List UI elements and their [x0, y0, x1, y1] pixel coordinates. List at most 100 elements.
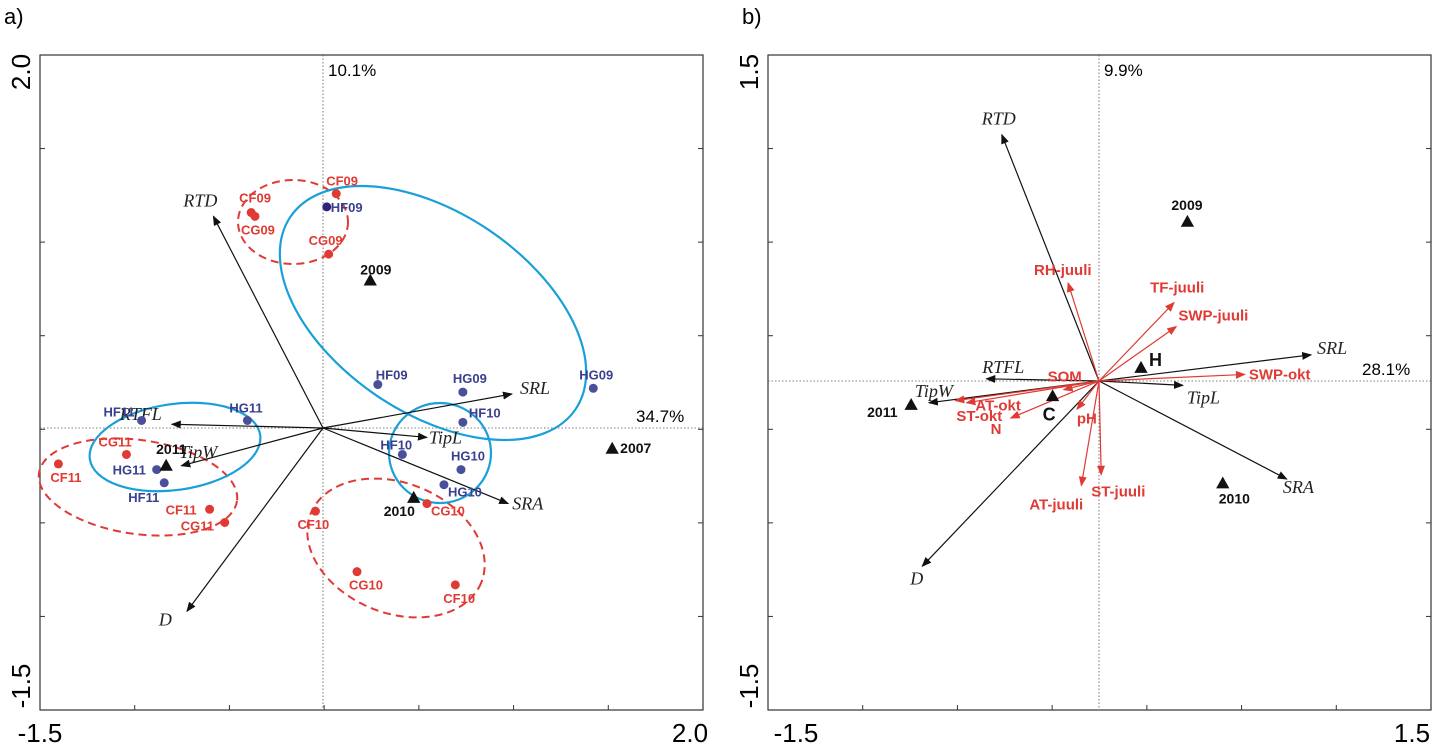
panel-b-marks: RTD SRL RTFL TipW TipL SRA D RH-juuli TF-juuli SW… [768, 109, 1431, 710]
trait-arrow-b-tipl [1098, 380, 1184, 389]
site-point-cf11 [205, 504, 215, 514]
trait-label-b-rtfl: RTFL [981, 357, 1024, 377]
panel-a-ymax-label: 2.0 [6, 54, 36, 90]
site-label-cf10: CF10 [443, 591, 475, 606]
trait-label-b-tipw: TipW [915, 381, 955, 401]
site-point-hg10 [439, 480, 449, 490]
point-marker-h [1134, 360, 1148, 373]
env-label-swp-juuli: SWP-juuli [1178, 308, 1248, 325]
trait-label-b-tipl: TipL [1187, 387, 1220, 407]
site-point-cg10 [352, 567, 362, 577]
site-point-hf11 [159, 478, 169, 488]
trait-arrow-b-rtfl [985, 374, 1100, 383]
trait-label-b-rtd: RTD [981, 109, 1016, 129]
env-arrow-swp-juuli [1098, 325, 1178, 382]
panel-b: b) 9.9% 28.1% -1.5 1.5 1.5 -1.5 [734, 4, 1432, 748]
point-label-2009: 2009 [1171, 197, 1202, 213]
site-label-cf09: CF09 [326, 174, 358, 189]
site-point-cf11 [53, 459, 63, 469]
site-label-hf10: HF10 [469, 405, 501, 420]
year-marker-2011 [159, 458, 173, 471]
year-label-2010: 2010 [384, 503, 415, 519]
ellipse-red-2011 [37, 437, 239, 537]
site-point-hf10 [458, 417, 468, 427]
trait-label-tipl: TipL [429, 427, 462, 447]
site-label-hf10: HF10 [380, 437, 412, 452]
panel-a: a) 10.1% 34.7% -1.5 2.0 2.0 -1.5 [4, 4, 708, 748]
year-marker-2009 [363, 273, 377, 286]
site-point-hg09 [588, 383, 598, 393]
site-point-hf09 [322, 202, 332, 212]
env-label-st-juuli: ST-juuli [1091, 484, 1145, 501]
site-point-hg11 [242, 415, 252, 425]
trait-arrow-sra [322, 427, 510, 505]
env-arrow-swp-okt [1098, 370, 1246, 382]
year-label-2009: 2009 [360, 262, 391, 278]
env-arrow-som [1062, 380, 1100, 392]
trait-arrow-b-rtd [1001, 133, 1100, 382]
trait-arrow-b-srl [1098, 351, 1313, 382]
env-label-swp-okt: SWP-okt [1249, 366, 1311, 383]
point-marker-c [1045, 389, 1060, 402]
env-label-at-okt: AT-okt [975, 398, 1021, 415]
trait-label-b-d: D [909, 568, 923, 588]
site-point-cf09 [331, 189, 341, 199]
trait-label-tipw: TipW [179, 442, 219, 462]
trait-arrow-rtfl [170, 420, 324, 429]
panel-b-xmin-label: -1.5 [774, 718, 819, 748]
site-point-cf10 [310, 506, 320, 516]
site-label-hg11: HG11 [113, 463, 146, 478]
ellipse-blue-2009 [278, 184, 588, 442]
site-label-cg11: CG11 [181, 519, 214, 534]
env-label-rh-juuli: RH-juuli [1034, 262, 1092, 279]
point-label-c: C [1043, 404, 1056, 424]
site-label-cg11: CG11 [98, 434, 131, 449]
site-point-cg11 [220, 518, 230, 527]
env-arrow-st-juuli [1096, 380, 1105, 476]
year-label-2011: 2011 [156, 441, 187, 457]
site-point-hf11 [137, 415, 147, 425]
point-marker-2011 [904, 397, 918, 410]
trait-label-b-srl: SRL [1317, 338, 1347, 358]
site-point-cg10 [422, 499, 432, 509]
site-point-hf10 [397, 449, 407, 459]
trait-arrow-b-sra [1098, 380, 1288, 480]
panel-b-ymax-label: 1.5 [734, 54, 764, 90]
env-arrow-at-juuli [1078, 380, 1100, 487]
trait-label-d: D [158, 609, 172, 629]
site-point-hf09 [373, 380, 383, 390]
site-label-cg09: CG09 [241, 222, 275, 237]
env-arrow-at-okt [954, 380, 1100, 404]
trait-arrow-rtd [212, 215, 324, 429]
point-marker-2009 [1180, 214, 1195, 227]
panel-a-frame [39, 54, 704, 711]
year-label-2007: 2007 [620, 440, 651, 456]
site-label-cg10: CG10 [431, 504, 465, 519]
env-arrow-st-okt [965, 380, 1100, 406]
site-label-cf10: CF10 [297, 517, 329, 532]
env-arrow-ph [1076, 380, 1100, 411]
site-label-cf09: CF09 [239, 191, 271, 206]
trait-arrow-d [186, 427, 324, 613]
site-label-hg11: HG11 [229, 400, 262, 415]
ellipse-red-2009 [237, 179, 349, 265]
panel-b-ymin-label: -1.5 [734, 664, 764, 709]
panel-a-xmin-label: -1.5 [18, 718, 63, 748]
trait-arrow-tipw [180, 427, 324, 468]
site-label-hf09: HF09 [331, 200, 363, 215]
trait-label-rtd: RTD [182, 190, 217, 210]
env-label-n: N [991, 421, 1002, 438]
site-label-hg09: HG09 [453, 371, 487, 386]
panel-b-xmax-label: 1.5 [1394, 718, 1430, 748]
ellipse-blue-2011 [88, 401, 262, 493]
env-label-at-juuli: AT-juuli [1029, 497, 1083, 514]
ellipse-blue-2010 [387, 401, 493, 505]
site-label-hg09: HG09 [579, 367, 613, 382]
panel-a-xmax-label: 2.0 [672, 718, 708, 748]
trait-arrow-srl [322, 391, 513, 429]
env-label-st-okt: ST-okt [956, 408, 1002, 425]
env-arrow-rh-juuli [1066, 281, 1100, 382]
panel-a-axis1-percent: 34.7% [636, 407, 684, 426]
trait-arrow-tipl [322, 427, 428, 441]
panel-a-marks: RTD SRL RTFL TipW TipL SRA D CF09 HF09 CF09 CG09 CG… [40, 148, 703, 710]
